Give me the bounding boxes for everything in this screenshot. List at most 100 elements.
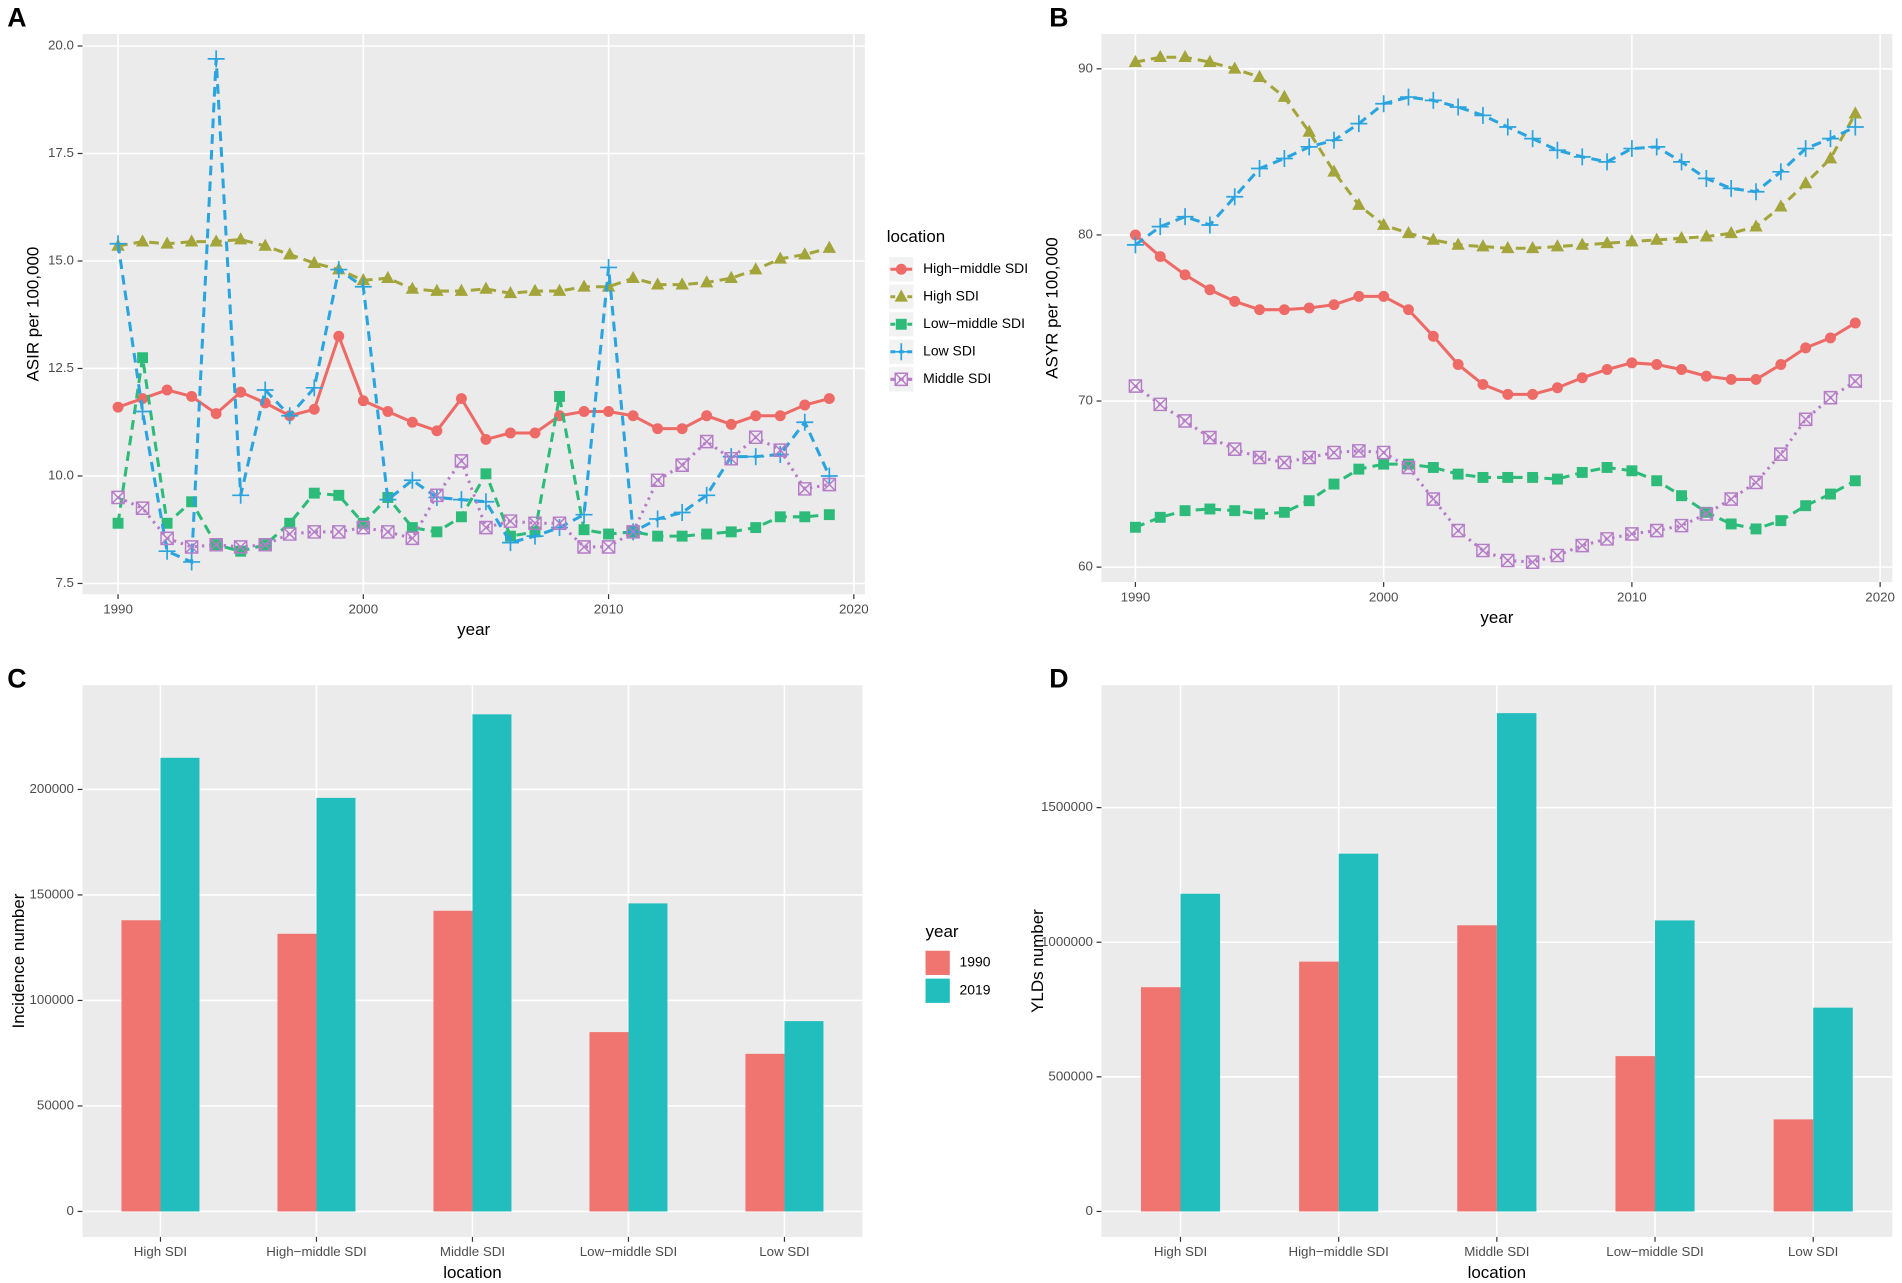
marker bbox=[1825, 332, 1836, 344]
marker bbox=[1649, 523, 1664, 538]
marker bbox=[1774, 447, 1788, 461]
marker bbox=[158, 542, 176, 560]
marker bbox=[1451, 237, 1465, 250]
x-tick-label: Low−middle SDI bbox=[580, 1244, 677, 1259]
marker bbox=[1278, 304, 1290, 316]
marker bbox=[1724, 492, 1738, 506]
marker bbox=[699, 434, 714, 449]
x-tick-label: 2000 bbox=[1369, 589, 1399, 604]
legend-marker bbox=[894, 372, 909, 387]
marker bbox=[749, 262, 763, 275]
marker bbox=[1278, 506, 1290, 518]
x-tick-label: 1990 bbox=[103, 602, 133, 617]
bar bbox=[1140, 987, 1181, 1212]
marker bbox=[1749, 475, 1763, 490]
marker bbox=[578, 524, 590, 536]
marker bbox=[526, 527, 544, 545]
marker bbox=[675, 458, 689, 473]
marker bbox=[1772, 163, 1790, 181]
marker bbox=[1476, 543, 1490, 558]
marker bbox=[1600, 532, 1614, 546]
marker bbox=[1601, 462, 1613, 473]
marker bbox=[1527, 388, 1539, 400]
marker bbox=[183, 553, 201, 571]
x-tick-label: Low−middle SDI bbox=[1606, 1244, 1703, 1259]
marker bbox=[774, 511, 786, 523]
marker bbox=[1775, 515, 1787, 527]
marker bbox=[600, 258, 618, 276]
marker bbox=[1797, 140, 1815, 158]
bar bbox=[472, 714, 512, 1212]
marker bbox=[1376, 217, 1391, 230]
marker bbox=[627, 410, 639, 422]
marker bbox=[1601, 364, 1613, 375]
marker bbox=[357, 395, 369, 407]
marker bbox=[1154, 511, 1166, 523]
marker bbox=[1154, 251, 1166, 262]
marker bbox=[1229, 505, 1241, 517]
marker bbox=[1576, 372, 1588, 384]
marker bbox=[1328, 478, 1340, 490]
marker bbox=[331, 525, 346, 539]
marker bbox=[1401, 225, 1416, 239]
marker bbox=[307, 525, 322, 539]
x-tick-label: Low SDI bbox=[1788, 1244, 1838, 1259]
y-tick-label: 90 bbox=[1078, 60, 1093, 75]
marker bbox=[577, 540, 591, 554]
marker bbox=[1749, 219, 1763, 232]
marker bbox=[1551, 382, 1563, 394]
marker bbox=[823, 393, 835, 405]
marker bbox=[477, 493, 495, 511]
marker bbox=[161, 517, 173, 529]
legend-key bbox=[925, 950, 950, 975]
marker bbox=[725, 418, 737, 430]
series-line bbox=[116, 58, 831, 565]
marker bbox=[1403, 304, 1414, 316]
marker bbox=[1626, 465, 1638, 477]
marker bbox=[1550, 239, 1565, 252]
x-tick-label: Middle SDI bbox=[1464, 1244, 1529, 1259]
marker bbox=[1674, 230, 1689, 244]
marker bbox=[750, 410, 762, 422]
marker bbox=[1676, 364, 1688, 375]
marker bbox=[1203, 430, 1217, 445]
marker bbox=[134, 402, 152, 420]
marker bbox=[1378, 458, 1390, 470]
marker bbox=[333, 330, 345, 342]
marker bbox=[701, 528, 713, 540]
marker bbox=[601, 540, 616, 554]
marker bbox=[1825, 488, 1836, 500]
marker bbox=[701, 410, 713, 422]
marker bbox=[799, 399, 811, 411]
marker bbox=[1254, 508, 1265, 520]
marker bbox=[1551, 473, 1563, 485]
x-tick-label: High SDI bbox=[134, 1244, 187, 1259]
marker bbox=[1798, 176, 1813, 189]
marker bbox=[137, 352, 149, 364]
marker bbox=[354, 278, 372, 296]
marker bbox=[235, 545, 247, 557]
marker bbox=[480, 433, 492, 445]
marker bbox=[1300, 138, 1318, 156]
x-tick-label: 1990 bbox=[1121, 589, 1151, 604]
marker bbox=[307, 255, 321, 268]
y-tick-label: 60 bbox=[1078, 559, 1093, 574]
marker bbox=[1275, 150, 1293, 168]
marker bbox=[724, 451, 739, 466]
marker bbox=[528, 283, 542, 296]
marker bbox=[1303, 302, 1315, 314]
marker bbox=[1452, 468, 1464, 480]
x-tick-label: 2010 bbox=[1617, 589, 1647, 604]
marker bbox=[112, 401, 124, 413]
marker bbox=[1153, 397, 1168, 412]
marker bbox=[1598, 153, 1616, 171]
y-tick-label: 0 bbox=[67, 1203, 74, 1218]
marker bbox=[698, 486, 716, 504]
legend-marker bbox=[895, 263, 907, 275]
marker bbox=[649, 510, 667, 528]
marker bbox=[1800, 500, 1812, 512]
y-tick-label: 150000 bbox=[30, 886, 74, 901]
marker bbox=[1477, 378, 1489, 390]
